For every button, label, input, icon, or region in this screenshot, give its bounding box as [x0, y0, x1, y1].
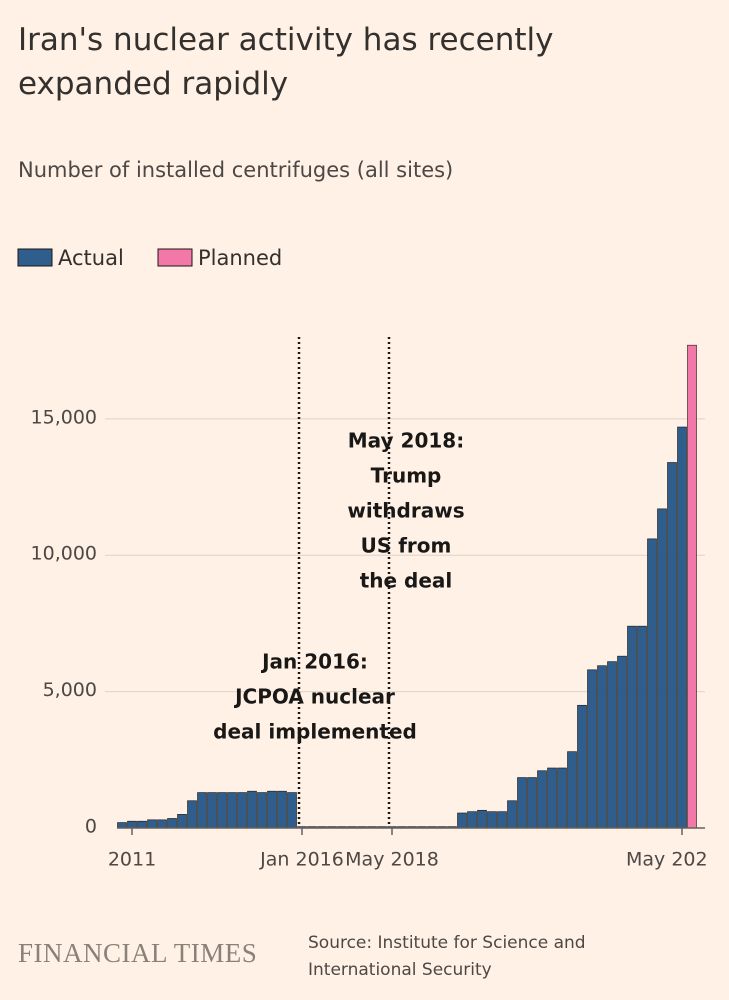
annotation: US from [361, 534, 452, 558]
y-tick-label: 10,000 [31, 543, 97, 565]
y-tick-label: 15,000 [31, 406, 97, 428]
bar [487, 811, 497, 829]
bar [467, 811, 477, 829]
bar [537, 770, 547, 829]
chart-subtitle: Number of installed centrifuges (all sit… [18, 158, 454, 182]
bar [267, 790, 277, 829]
annotation: JCPOA nuclear [233, 685, 395, 709]
bar [207, 792, 217, 829]
bar [497, 811, 507, 829]
annotation: withdraws [347, 499, 464, 523]
source: Source: Institute for Science and Intern… [308, 933, 586, 980]
bar [687, 344, 697, 829]
x-tick-label: 2011 [108, 849, 156, 871]
bar [197, 792, 207, 829]
bar [567, 751, 577, 829]
bar [247, 790, 257, 829]
annotation: Trump [371, 464, 442, 488]
bar [147, 819, 157, 829]
bar [237, 792, 247, 829]
bar [257, 792, 267, 829]
bar [287, 792, 297, 829]
bar [547, 767, 557, 829]
chart-title: Iran's nuclear activity has recently exp… [18, 22, 554, 102]
bar [477, 809, 487, 829]
bar [157, 819, 167, 829]
legend-label: Planned [198, 246, 282, 270]
annotation: Jan 2016: [260, 650, 368, 674]
bar [657, 508, 667, 829]
x-tick-label: May 2018 [345, 849, 439, 871]
annotation: the deal [360, 569, 453, 593]
y-tick-label: 5,000 [43, 679, 97, 701]
bar [607, 661, 617, 829]
bar [217, 792, 227, 829]
bar [187, 800, 197, 829]
bar [167, 818, 177, 829]
y-tick-label: 0 [85, 816, 97, 838]
bar [597, 665, 607, 829]
bar [637, 625, 647, 829]
bar [677, 426, 687, 829]
bar [117, 822, 127, 829]
legend-label: Actual [58, 246, 124, 270]
bar [517, 777, 527, 829]
bar [617, 655, 627, 829]
bar [277, 790, 287, 829]
bar [627, 625, 637, 829]
bar [457, 812, 467, 829]
bar [177, 814, 187, 829]
bar [577, 704, 587, 829]
bar [647, 538, 657, 829]
bar [667, 462, 677, 829]
brand: FINANCIAL TIMES [18, 938, 258, 968]
annotation: May 2018: [348, 429, 464, 453]
x-tick-label: May 202 [626, 849, 708, 871]
x-tick-label: Jan 2016 [259, 849, 344, 871]
bar [587, 669, 597, 829]
legend-swatch [157, 248, 193, 267]
annotation: deal implemented [213, 720, 417, 744]
bar [137, 820, 147, 829]
bar [527, 777, 537, 829]
legend-swatch [17, 248, 53, 267]
bar [507, 800, 517, 829]
bar [127, 820, 137, 829]
bar [227, 792, 237, 829]
bar [557, 767, 567, 829]
